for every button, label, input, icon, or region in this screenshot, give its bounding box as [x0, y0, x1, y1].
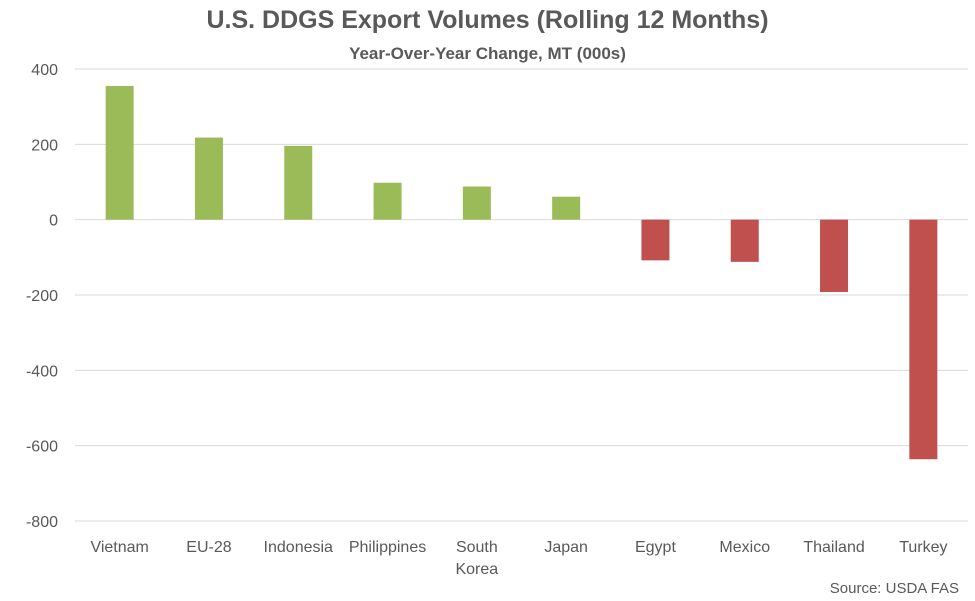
x-tick-label: Mexico — [719, 539, 770, 556]
x-tick-label: Indonesia — [264, 539, 333, 556]
bar-philippines — [373, 182, 402, 220]
y-tick-label: 0 — [49, 213, 58, 230]
x-tick-label: Egypt — [635, 539, 676, 556]
x-tick-label: Philippines — [349, 539, 426, 556]
chart-title: U.S. DDGS Export Volumes (Rolling 12 Mon… — [206, 6, 769, 34]
y-tick-label: -800 — [26, 514, 58, 531]
bar-mexico — [730, 219, 759, 262]
bar-indonesia — [284, 145, 313, 220]
bar-eu-28 — [194, 137, 223, 220]
bar-thailand — [820, 219, 849, 292]
x-tick-label: EU-28 — [186, 539, 231, 556]
bar-egypt — [641, 219, 670, 261]
bar-south-korea — [462, 186, 491, 220]
y-tick-label: 200 — [31, 137, 58, 154]
bar-japan — [552, 196, 581, 220]
x-tick-label: South Korea — [455, 539, 498, 578]
y-tick-label: -400 — [26, 363, 58, 380]
y-tick-label: 400 — [31, 62, 58, 79]
x-tick-label: Turkey — [899, 539, 947, 556]
bar-turkey — [909, 219, 938, 460]
x-tick-label: Thailand — [803, 539, 864, 556]
y-tick-label: -600 — [26, 439, 58, 456]
bar-vietnam — [105, 85, 134, 220]
y-tick-label: -200 — [26, 288, 58, 305]
source-note: Source: USDA FAS — [829, 580, 959, 597]
chart-subtitle: Year-Over-Year Change, MT (000s) — [349, 44, 626, 63]
x-tick-label: Japan — [544, 539, 588, 556]
x-tick-label: Vietnam — [90, 539, 148, 556]
